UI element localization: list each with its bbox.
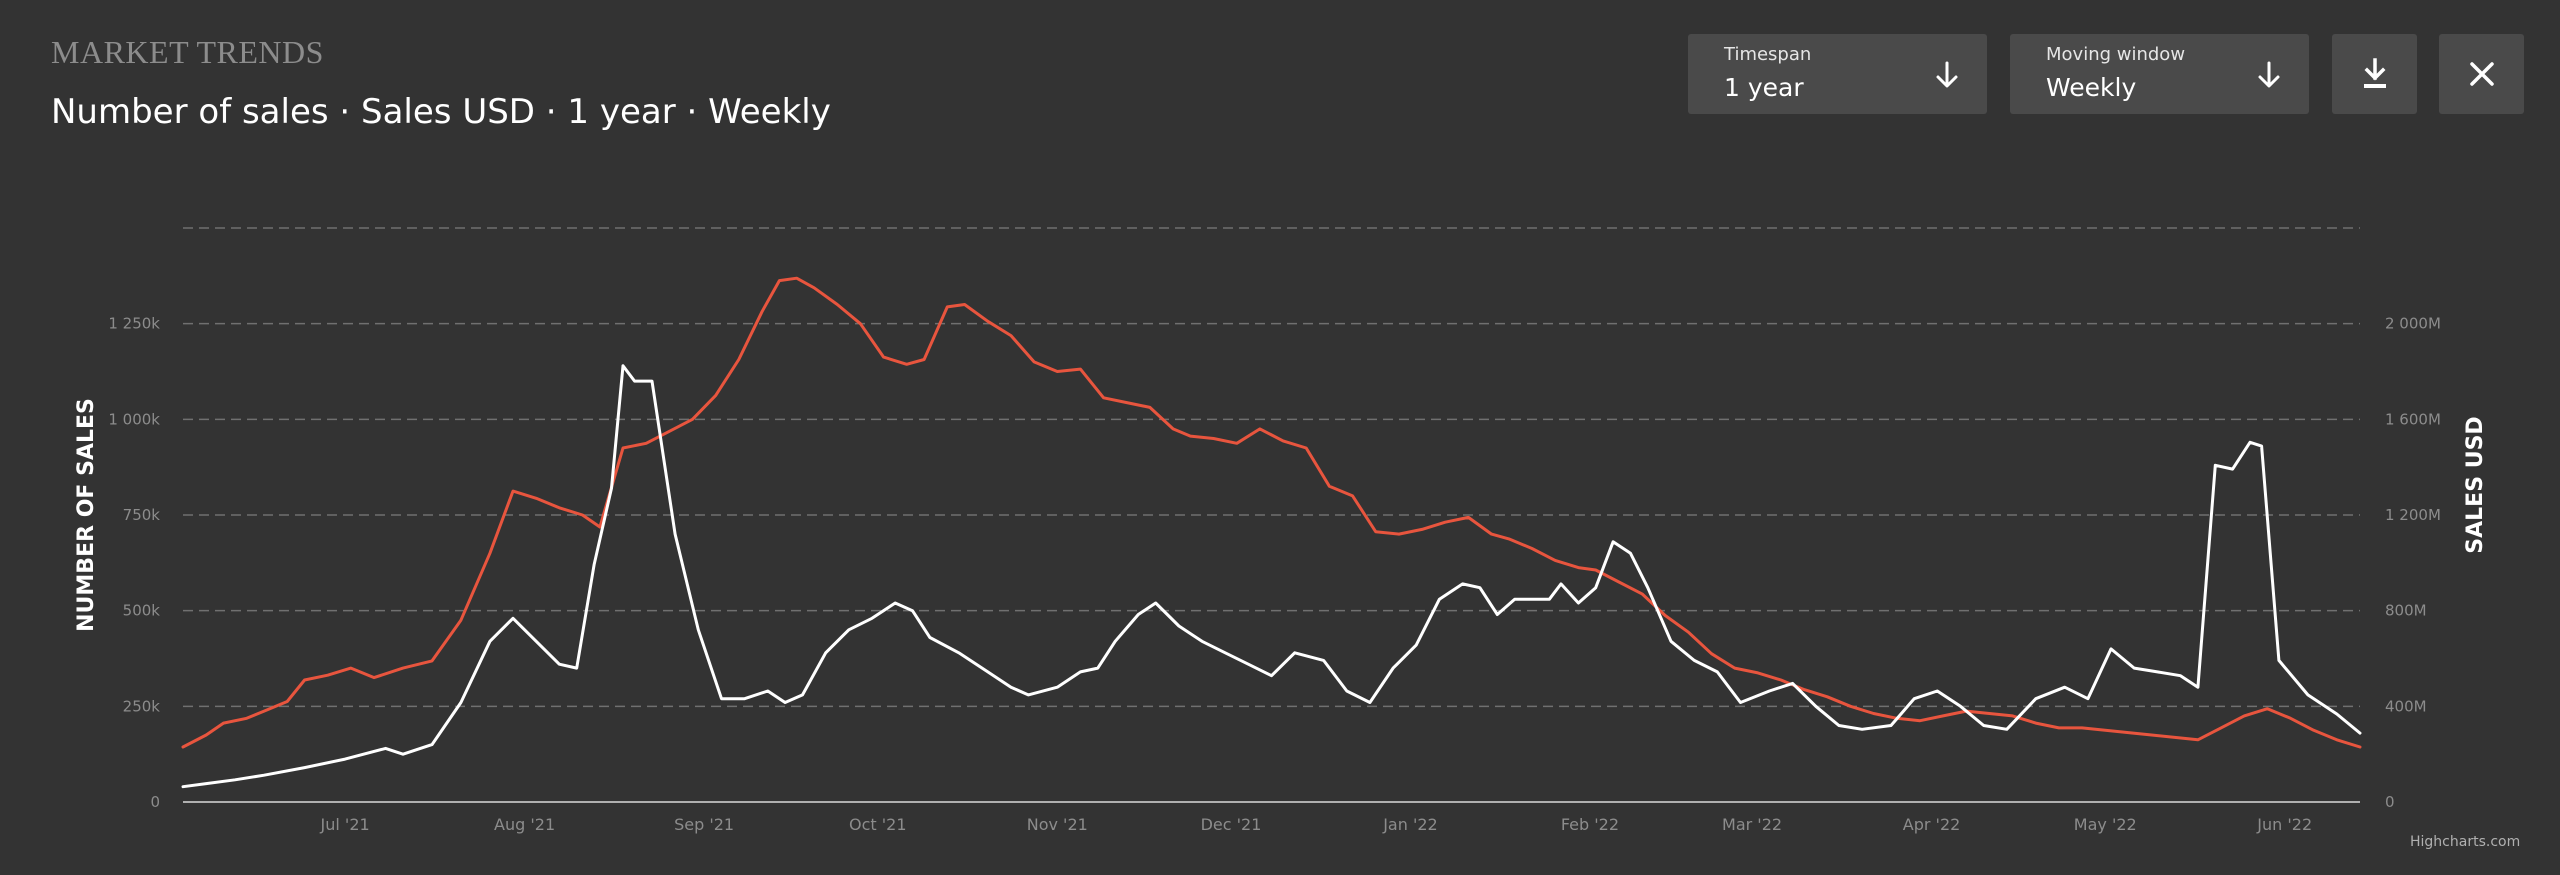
section-kicker: MARKET TRENDS <box>51 34 324 70</box>
x-tick-label: Apr '22 <box>1903 815 1961 834</box>
y-right-tick-label: 400M <box>2385 697 2427 715</box>
moving-window-dropdown[interactable]: Moving window Weekly <box>2010 34 2309 114</box>
moving-window-value: Weekly <box>2046 73 2137 102</box>
credits-link[interactable]: Highcharts.com <box>2410 834 2521 850</box>
x-tick-label: Jun '22 <box>2256 815 2312 834</box>
chart-title: Number of sales · Sales USD · 1 year · W… <box>51 92 831 132</box>
y-left-tick-label: 750k <box>123 506 161 524</box>
x-tick-label: Sep '21 <box>674 815 734 834</box>
moving-window-label: Moving window <box>2046 44 2186 65</box>
y-left-axis-title: NUMBER OF SALES <box>74 398 99 632</box>
y-right-tick-label: 2 000M <box>2385 315 2441 333</box>
close-button[interactable] <box>2439 34 2524 114</box>
y-right-axis-title: SALES USD <box>2463 416 2488 553</box>
x-tick-label: Jan '22 <box>1382 815 1438 834</box>
y-right-tick-label: 1 200M <box>2385 506 2441 524</box>
x-tick-label: May '22 <box>2074 815 2137 834</box>
y-right-tick-label: 0 <box>2385 793 2395 811</box>
download-icon <box>2363 58 2386 88</box>
grid-lines <box>183 227 2360 708</box>
x-tick-label: Nov '21 <box>1027 815 1088 834</box>
timespan-label: Timespan <box>1724 44 1812 65</box>
x-tick-label: Jul '21 <box>320 815 370 834</box>
x-tick-label: Aug '21 <box>494 815 555 834</box>
x-tick-label: Oct '21 <box>849 815 907 834</box>
close-icon <box>2469 62 2494 86</box>
timespan-value: 1 year <box>1724 73 1804 102</box>
y-left-tick-label: 250k <box>123 697 161 715</box>
arrow-down-icon <box>2258 61 2280 88</box>
y-right-tick-label: 1 600M <box>2385 410 2441 428</box>
x-tick-label: Dec '21 <box>1201 815 1262 834</box>
axes: 0 250k 500k 750k 1 000k 1 250k 0 400M 800M 1 200M… <box>74 315 2488 834</box>
y-right-tick-label: 800M <box>2385 602 2427 620</box>
y-left-tick-label: 0 <box>150 793 160 811</box>
y-left-tick-label: 1 000k <box>108 410 160 428</box>
x-tick-label: Feb '22 <box>1561 815 1619 834</box>
series-lines <box>181 276 2362 789</box>
y-left-tick-label: 500k <box>123 602 161 620</box>
download-button[interactable] <box>2332 34 2417 114</box>
sales-count-line <box>181 364 2362 789</box>
timespan-dropdown[interactable]: Timespan 1 year <box>1688 34 1987 114</box>
arrow-down-icon <box>1936 61 1958 88</box>
sales-usd-line <box>181 276 2362 749</box>
y-left-tick-label: 1 250k <box>108 315 160 333</box>
x-tick-label: Mar '22 <box>1722 815 1782 834</box>
